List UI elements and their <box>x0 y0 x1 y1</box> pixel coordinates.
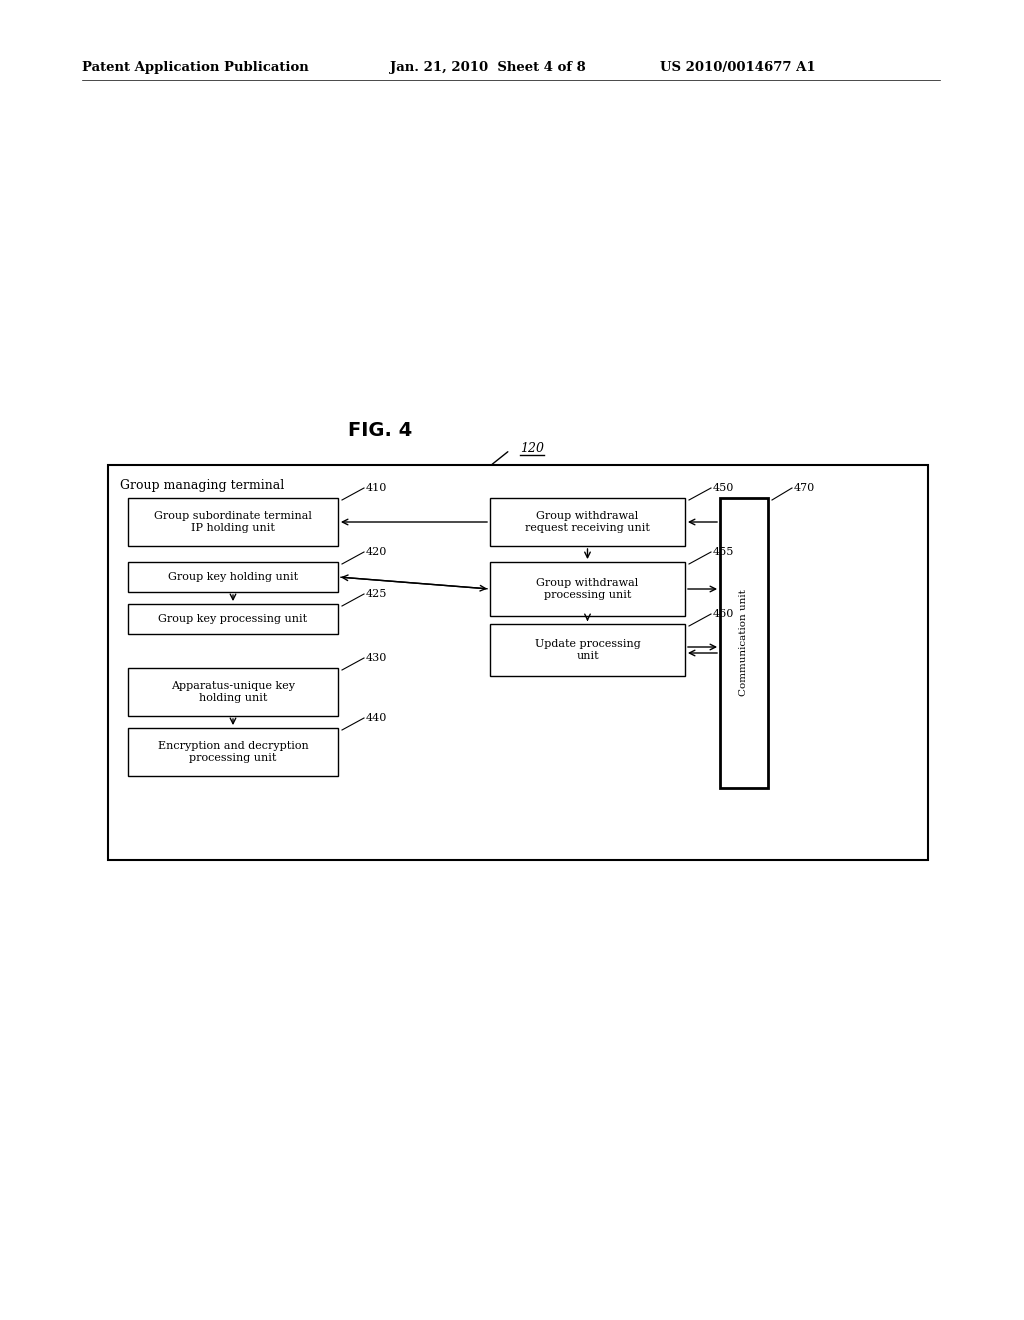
Text: 470: 470 <box>794 483 815 492</box>
Bar <box>490 498 685 546</box>
Text: Encryption and decryption
processing unit: Encryption and decryption processing uni… <box>158 742 308 763</box>
Bar <box>128 498 338 546</box>
Bar <box>128 562 338 591</box>
Bar <box>720 498 768 788</box>
Text: 410: 410 <box>366 483 387 492</box>
Bar <box>108 465 928 861</box>
Text: Apparatus-unique key
holding unit: Apparatus-unique key holding unit <box>171 681 295 702</box>
Text: 460: 460 <box>713 609 734 619</box>
Bar <box>128 668 338 715</box>
Text: 455: 455 <box>713 546 734 557</box>
Text: 425: 425 <box>366 589 387 599</box>
Bar <box>490 624 685 676</box>
Text: Group subordinate terminal
IP holding unit: Group subordinate terminal IP holding un… <box>154 511 312 533</box>
Text: 450: 450 <box>713 483 734 492</box>
Text: 420: 420 <box>366 546 387 557</box>
Text: Patent Application Publication: Patent Application Publication <box>82 62 309 74</box>
Text: FIG. 4: FIG. 4 <box>348 421 412 440</box>
Text: Group key holding unit: Group key holding unit <box>168 572 298 582</box>
Text: Communication unit: Communication unit <box>739 590 749 697</box>
Text: Jan. 21, 2010  Sheet 4 of 8: Jan. 21, 2010 Sheet 4 of 8 <box>390 62 586 74</box>
Text: 120: 120 <box>520 441 544 454</box>
Text: 430: 430 <box>366 653 387 663</box>
Bar <box>128 605 338 634</box>
Bar <box>128 729 338 776</box>
Text: 440: 440 <box>366 713 387 723</box>
Text: US 2010/0014677 A1: US 2010/0014677 A1 <box>660 62 816 74</box>
Text: Update processing
unit: Update processing unit <box>535 639 640 661</box>
Text: Group withdrawal
processing unit: Group withdrawal processing unit <box>537 578 639 599</box>
Bar <box>490 562 685 616</box>
Text: Group managing terminal: Group managing terminal <box>120 479 285 491</box>
Text: Group withdrawal
request receiving unit: Group withdrawal request receiving unit <box>525 511 650 533</box>
Text: Group key processing unit: Group key processing unit <box>159 614 307 624</box>
